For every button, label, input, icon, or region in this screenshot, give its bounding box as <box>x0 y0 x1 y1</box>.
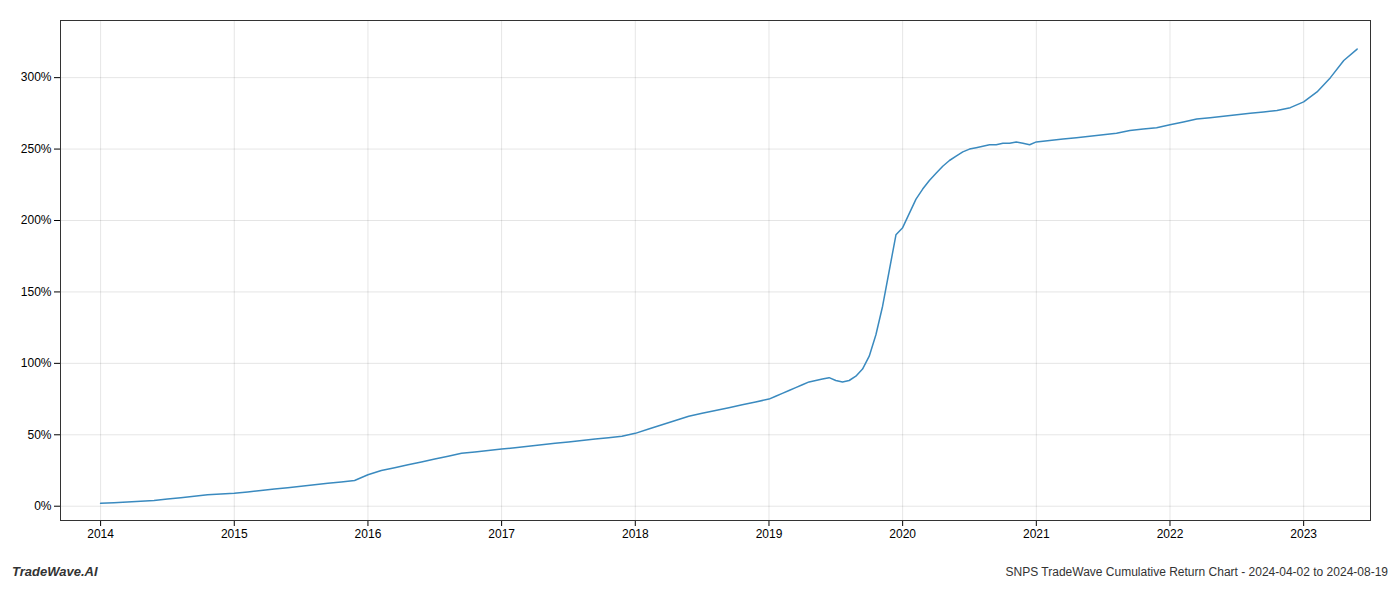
svg-text:50%: 50% <box>27 428 51 442</box>
svg-text:2020: 2020 <box>889 527 916 541</box>
svg-text:2021: 2021 <box>1023 527 1050 541</box>
html-text:SNPS TradeWave Cumulative Retu: SNPS TradeWave Cumulative Return Chart -… <box>1005 565 1388 579</box>
svg-text:2023: 2023 <box>1290 527 1317 541</box>
svg-text:200%: 200% <box>21 213 52 227</box>
svg-text:2022: 2022 <box>1157 527 1184 541</box>
svg-text:2018: 2018 <box>622 527 649 541</box>
svg-text:2014: 2014 <box>87 527 114 541</box>
html-text:TradeWave.AI: TradeWave.AI <box>12 564 98 579</box>
svg-text:2015: 2015 <box>221 527 248 541</box>
svg-text:2016: 2016 <box>355 527 382 541</box>
svg-text:100%: 100% <box>21 356 52 370</box>
svg-text:2017: 2017 <box>488 527 515 541</box>
svg-text:150%: 150% <box>21 285 52 299</box>
svg-text:250%: 250% <box>21 142 52 156</box>
svg-text:300%: 300% <box>21 70 52 84</box>
svg-text:2019: 2019 <box>756 527 783 541</box>
svg-text:0%: 0% <box>34 499 52 513</box>
